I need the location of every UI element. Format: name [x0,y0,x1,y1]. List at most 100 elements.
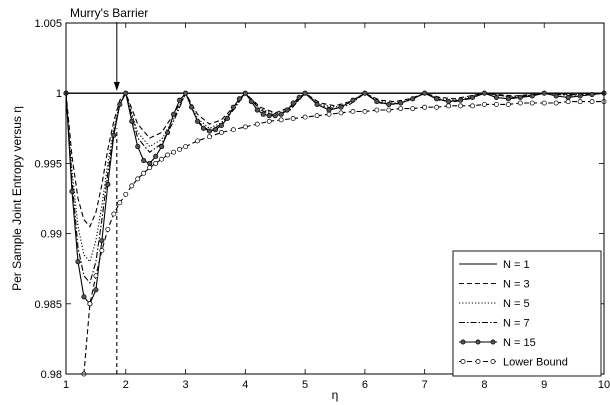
series-point-4 [260,111,266,117]
series-point-5 [105,226,111,232]
series-point-4 [147,160,153,166]
series-point-5 [458,103,463,109]
series-point-5 [254,121,260,127]
series-point-4 [410,96,416,102]
series-point-5 [183,144,189,150]
series-point-5 [117,200,123,206]
series-point-4 [236,96,242,102]
series-point-5 [171,149,177,155]
series-point-4 [153,153,159,159]
series-point-5 [123,191,129,197]
series-point-4 [314,101,320,107]
series-point-4 [171,111,177,117]
series-point-5 [481,101,487,107]
legend: N = 1 N = 3 N = 5 N = 7 N = 15 Lower Bound [452,250,602,377]
series-point-5 [177,146,183,152]
series-point-5 [350,109,356,114]
series-point-4 [218,122,224,129]
series-point-4 [577,93,583,99]
legend-box [452,250,602,377]
series-point-5 [553,100,559,106]
series-point-5 [207,134,212,140]
series-point-5 [386,107,392,113]
series-point-5 [565,99,571,105]
series-point-5 [218,130,224,135]
series-point-5 [577,99,583,105]
series-point-4 [517,94,523,100]
series-point-4 [135,144,141,150]
series-point-5 [230,127,236,133]
series-point-5 [153,160,159,166]
series-point-5 [290,116,296,121]
series-point-5 [505,101,511,107]
x-tick-label: 1 [63,379,69,391]
series-point-4 [529,93,535,99]
series-point-4 [272,113,278,119]
series-point-4 [386,101,392,107]
murry-barrier-annotation: Murry's Barrier [70,6,148,374]
legend-marker-5 [460,359,466,364]
legend-label-0: N = 1 [503,259,530,271]
series-point-4 [177,97,183,103]
series-point-4 [302,90,308,96]
x-tick-label: 6 [362,379,368,391]
series-point-4 [362,90,368,96]
series-point-5 [242,124,248,130]
series-point-4 [266,113,272,119]
series-marks [63,90,607,377]
series-point-4 [469,94,476,100]
series-point-5 [278,117,284,123]
series-point-5 [129,183,135,189]
series-point-5 [362,109,368,114]
x-tick-label: 2 [123,379,129,391]
series-point-4 [326,107,332,113]
series-point-4 [350,97,356,103]
series-point-4 [541,90,547,96]
series-point-4 [446,99,452,105]
series-point-5 [470,103,475,109]
series-point-5 [493,101,499,107]
series-point-5 [446,103,452,109]
x-axis-label: η [332,388,339,402]
x-tick-label: 3 [182,379,188,391]
series-point-5 [87,301,93,307]
series-point-4 [296,94,302,100]
y-tick-label: 0.98 [41,369,62,381]
series-point-5 [111,211,117,217]
series-point-5 [314,113,320,119]
series-point-4 [248,99,254,105]
series-point-5 [410,106,416,112]
series-point-4 [123,90,129,96]
series-point-4 [159,144,165,150]
series-point-4 [422,90,428,96]
series-point-5 [266,118,272,124]
series-point-4 [589,92,595,98]
series-point-5 [147,165,153,171]
series-point-5 [529,100,535,106]
series-point-4 [553,93,559,99]
series-point-4 [242,90,248,96]
series-point-5 [93,273,99,279]
x-tick-label: 4 [242,379,248,391]
series-point-4 [117,101,123,107]
barrier-label: Murry's Barrier [70,6,148,20]
series-point-5 [422,104,428,110]
y-tick-label: 0.99 [41,229,62,241]
x-tick-label: 10 [598,379,610,391]
series-point-4 [290,100,296,106]
series-point-4 [230,104,236,110]
legend-marker-4 [490,339,496,345]
series-point-4 [141,158,147,164]
series-point-4 [224,115,230,122]
series-point-4 [81,294,87,300]
series-point-5 [159,156,165,162]
series-point-4 [93,287,99,293]
y-tick-label: 0.985 [34,299,62,311]
series-point-5 [302,114,308,120]
legend-label-5: Lower Bound [503,357,568,369]
series-point-4 [481,90,487,96]
series-point-4 [69,188,75,195]
barrier-arrow-head [113,82,120,91]
y-tick-label: 1.005 [34,18,62,30]
series-point-5 [326,111,332,117]
